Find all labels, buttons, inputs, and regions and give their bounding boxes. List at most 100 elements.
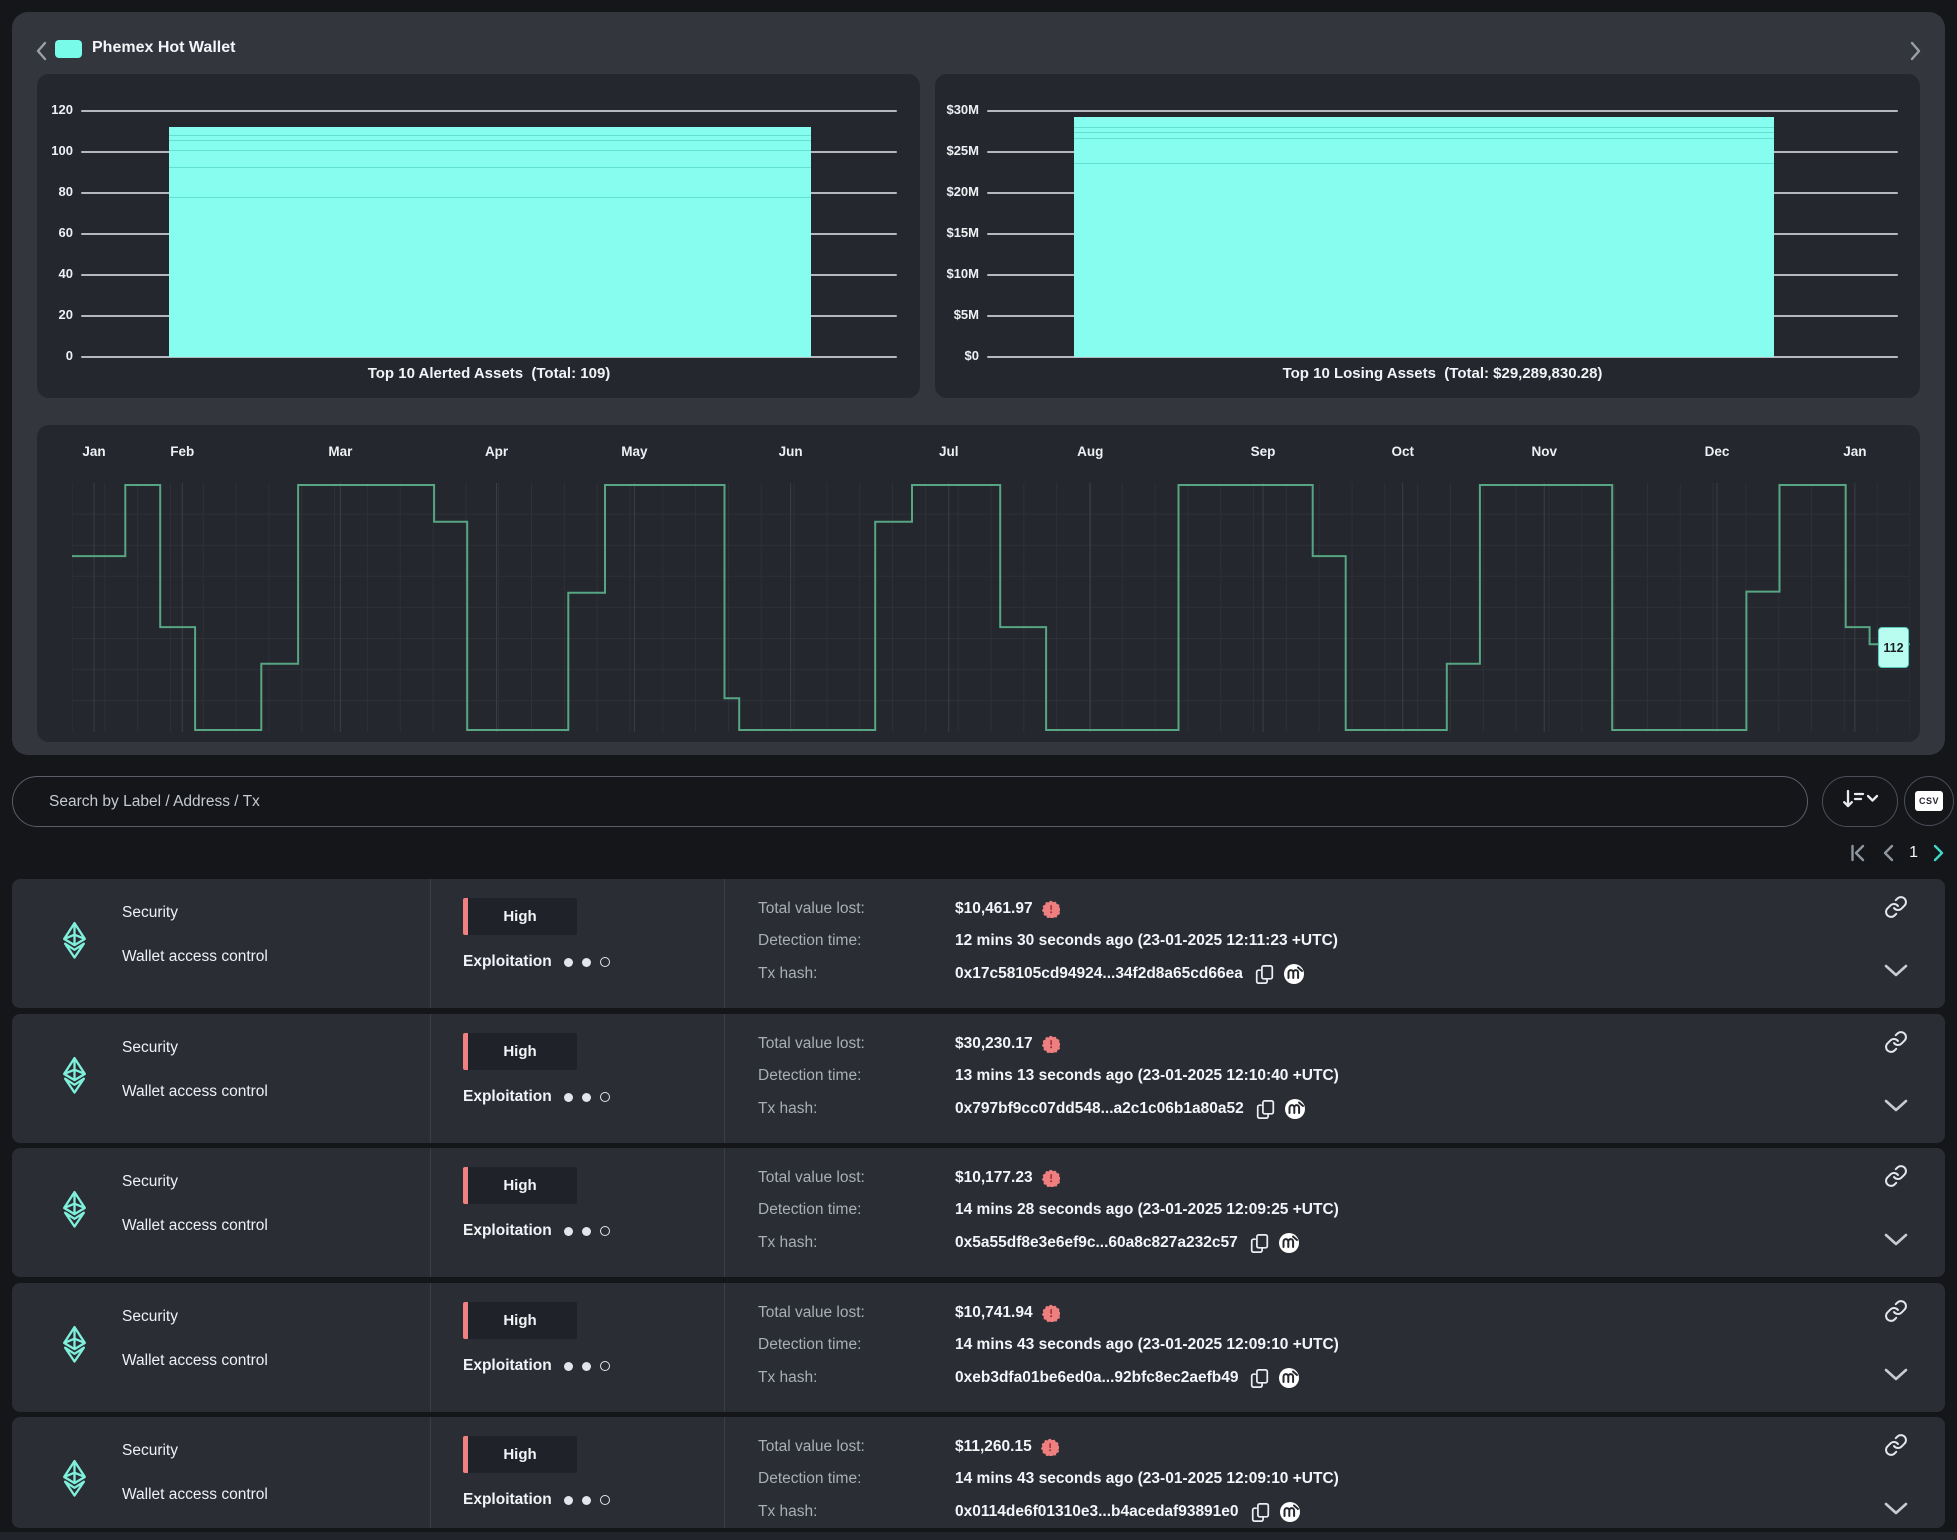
expand-chevron-icon[interactable] xyxy=(1884,1368,1908,1386)
alert-link-icon[interactable] xyxy=(1884,1164,1908,1193)
copy-icon[interactable] xyxy=(1250,1233,1269,1254)
tx-hash-label: Tx hash: xyxy=(758,1234,817,1252)
next-wallet-chevron-icon[interactable] xyxy=(1906,39,1924,63)
bar-segment-boundary xyxy=(169,197,811,198)
detection-time: 14 mins 43 seconds ago (23-01-2025 12:09… xyxy=(955,1334,1339,1356)
month-label: Oct xyxy=(1391,444,1414,459)
month-label: Mar xyxy=(328,444,352,459)
pagination: 1 xyxy=(1849,839,1945,867)
month-label: Apr xyxy=(485,444,508,459)
tx-hash[interactable]: 0x17c58105cd94924...34f2d8a65cd66ea xyxy=(955,963,1305,985)
section-divider xyxy=(430,1283,431,1412)
y-axis-tick: $0 xyxy=(935,348,979,363)
month-label: May xyxy=(621,444,647,459)
tx-hash[interactable]: 0x0114de6f01310e3...b4acedaf93891e0 xyxy=(955,1501,1301,1523)
month-label: Jul xyxy=(939,444,959,459)
export-csv-button[interactable]: CSV xyxy=(1904,776,1954,826)
phase-dot xyxy=(564,1362,573,1371)
severity-label: High xyxy=(503,1043,536,1060)
metasleuth-icon[interactable] xyxy=(1278,1367,1300,1389)
phase-dot xyxy=(564,1227,573,1236)
detection-time-label: Detection time: xyxy=(758,1067,861,1085)
metasleuth-icon[interactable] xyxy=(1279,1501,1301,1523)
alert-link-icon[interactable] xyxy=(1884,1030,1908,1059)
severity-color-bar xyxy=(463,1033,468,1070)
wallet-title: Phemex Hot Wallet xyxy=(92,39,235,57)
alert-row[interactable]: Security Wallet access control High Expl… xyxy=(12,1283,1945,1412)
severity-color-bar xyxy=(463,898,468,935)
next-page-icon[interactable] xyxy=(1933,843,1945,863)
alert-row[interactable]: Security Wallet access control High Expl… xyxy=(12,1148,1945,1277)
expand-chevron-icon[interactable] xyxy=(1884,1502,1908,1520)
copy-icon[interactable] xyxy=(1251,1502,1270,1523)
y-axis-tick: $30M xyxy=(935,102,979,117)
alert-row[interactable]: Security Wallet access control High Expl… xyxy=(12,1417,1945,1528)
metasleuth-icon[interactable] xyxy=(1284,1098,1306,1120)
value-lost: $10,461.97 xyxy=(955,898,1060,920)
tx-hash-label: Tx hash: xyxy=(758,1369,817,1387)
phase-dot xyxy=(582,958,591,967)
phase-label: Exploitation xyxy=(463,1088,552,1106)
sort-descending-icon xyxy=(1840,787,1880,816)
y-axis-tick: 20 xyxy=(37,307,73,322)
bar-segment-boundary xyxy=(1074,132,1774,133)
alert-subcategory: Wallet access control xyxy=(122,1083,268,1101)
month-label: Dec xyxy=(1705,444,1730,459)
alert-row[interactable]: Security Wallet access control High Expl… xyxy=(12,1014,1945,1143)
phase-progress-dots xyxy=(564,957,610,967)
first-page-icon[interactable] xyxy=(1849,843,1867,863)
y-axis-tick: 0 xyxy=(37,348,73,363)
alert-category: Security xyxy=(122,1442,178,1460)
value-lost: $30,230.17 xyxy=(955,1033,1060,1055)
loss-flag-icon xyxy=(1042,900,1060,918)
stacked-bar xyxy=(169,127,811,357)
y-axis-tick: 80 xyxy=(37,184,73,199)
tx-hash[interactable]: 0x797bf9cc07dd548...a2c1c06b1a80a52 xyxy=(955,1098,1306,1120)
alert-row[interactable]: Security Wallet access control High Expl… xyxy=(12,879,1945,1008)
tx-hash-label: Tx hash: xyxy=(758,1100,817,1118)
prev-page-icon[interactable] xyxy=(1882,843,1894,863)
metasleuth-icon[interactable] xyxy=(1283,963,1305,985)
value-lost-label: Total value lost: xyxy=(758,1438,865,1456)
detection-time-label: Detection time: xyxy=(758,1201,861,1219)
metasleuth-icon[interactable] xyxy=(1278,1232,1300,1254)
current-page[interactable]: 1 xyxy=(1909,844,1918,862)
alert-link-icon[interactable] xyxy=(1884,1299,1908,1328)
y-axis-tick: $10M xyxy=(935,266,979,281)
severity-color-bar xyxy=(463,1302,468,1339)
expand-chevron-icon[interactable] xyxy=(1884,1233,1908,1251)
alert-link-icon[interactable] xyxy=(1884,895,1908,924)
alert-link-icon[interactable] xyxy=(1884,1433,1908,1462)
value-lost: $10,741.94 xyxy=(955,1302,1060,1324)
severity-color-bar xyxy=(463,1167,468,1204)
sort-button[interactable] xyxy=(1822,776,1898,827)
ethereum-chain-icon xyxy=(58,1323,91,1372)
bar-segment-boundary xyxy=(1074,138,1774,139)
prev-wallet-chevron-icon[interactable] xyxy=(33,39,51,63)
expand-chevron-icon[interactable] xyxy=(1884,1099,1908,1117)
copy-icon[interactable] xyxy=(1250,1368,1269,1389)
alert-subcategory: Wallet access control xyxy=(122,1217,268,1235)
copy-icon[interactable] xyxy=(1255,964,1274,985)
loss-flag-icon xyxy=(1042,1035,1060,1053)
tx-hash[interactable]: 0x5a55df8e3e6ef9c...60a8c827a232c57 xyxy=(955,1232,1300,1254)
copy-icon[interactable] xyxy=(1256,1099,1275,1120)
phase-dot xyxy=(582,1496,591,1505)
phase-dot xyxy=(582,1093,591,1102)
wallet-legend-swatch xyxy=(55,40,82,58)
phase-dot xyxy=(600,1092,610,1102)
phase-dot xyxy=(600,1226,610,1236)
expand-chevron-icon[interactable] xyxy=(1884,964,1908,982)
phase-dot xyxy=(600,1495,610,1505)
month-label: Jun xyxy=(779,444,803,459)
alert-category: Security xyxy=(122,904,178,922)
attack-phase: Exploitation xyxy=(463,1357,610,1375)
severity-badge: High xyxy=(463,1302,577,1339)
search-input[interactable] xyxy=(12,776,1808,827)
value-lost: $10,177.23 xyxy=(955,1167,1060,1189)
section-divider xyxy=(430,879,431,1008)
y-axis-tick: 120 xyxy=(37,102,73,117)
section-divider xyxy=(430,1014,431,1143)
severity-label: High xyxy=(503,1177,536,1194)
tx-hash[interactable]: 0xeb3dfa01be6ed0a...92bfc8ec2aefb49 xyxy=(955,1367,1300,1389)
